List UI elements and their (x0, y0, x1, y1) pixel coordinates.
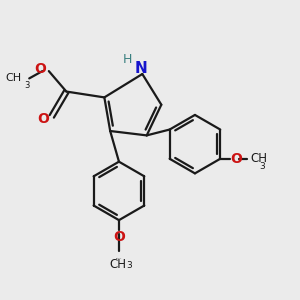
Text: CH: CH (109, 258, 126, 271)
Text: CH: CH (250, 152, 267, 165)
Text: O: O (35, 62, 46, 76)
Text: methoxy: methoxy (116, 258, 122, 259)
Text: O: O (113, 230, 125, 244)
Text: O: O (38, 112, 50, 126)
Text: N: N (134, 61, 147, 76)
Text: 3: 3 (127, 261, 132, 270)
Text: O: O (230, 152, 242, 166)
Text: 3: 3 (25, 81, 30, 90)
Text: 3: 3 (260, 162, 265, 171)
Text: CH: CH (5, 74, 22, 83)
Text: H: H (123, 53, 132, 66)
